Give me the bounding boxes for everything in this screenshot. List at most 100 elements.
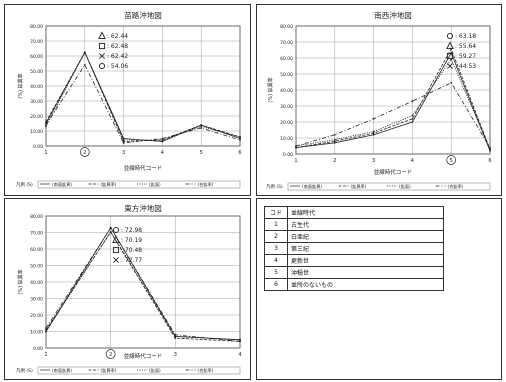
data-label: : 59.27 — [455, 53, 476, 60]
x-tick-label: 1 — [44, 150, 47, 156]
x-icon — [113, 257, 119, 263]
table-row: 5 沖積世 — [264, 266, 444, 279]
data-label: : 72.77 — [121, 257, 142, 264]
chart-panel-2 — [256, 4, 502, 196]
data-point — [174, 333, 177, 336]
legend-label: 凡例 (S) — [266, 183, 283, 190]
code-cell: 6 — [264, 278, 288, 291]
table-row: 2 白亜紀 — [264, 230, 444, 243]
data-point — [333, 133, 336, 136]
x-tick-label: 1 — [294, 158, 297, 164]
circle-icon — [98, 62, 106, 70]
legend-box — [37, 366, 241, 375]
data-point — [122, 139, 125, 141]
data-point — [333, 140, 336, 143]
y-axis-label: (%) 鉱異率 — [17, 269, 24, 294]
data-label: : 70.19 — [121, 237, 142, 244]
data-label: : 44.53 — [455, 63, 476, 70]
y-tick-label: 70.00 — [30, 231, 43, 237]
y-tick-label: 10.00 — [30, 330, 43, 336]
legend-item: (南面鉱異) — [52, 181, 72, 188]
y-tick-label: 20.00 — [30, 114, 43, 120]
data-label: : 63.18 — [455, 33, 476, 40]
legend-item: (合鉱率) — [448, 183, 464, 190]
series-line — [45, 227, 241, 342]
data-point — [122, 140, 125, 143]
legend-item: (南面鉱異) — [302, 183, 322, 190]
x-axis-label: 並線時代コード — [124, 164, 163, 172]
y-tick-label: 80.00 — [30, 24, 43, 30]
series-line — [45, 231, 241, 342]
legend-item: (鉱異率) — [351, 183, 367, 190]
legend-box — [37, 180, 241, 189]
data-point — [200, 127, 203, 129]
era-cell: 並所のないもの — [287, 278, 444, 291]
data-point — [174, 335, 177, 338]
code-header-code: コド — [264, 206, 288, 219]
x-tick-label: 3 — [372, 158, 375, 164]
data-point — [450, 81, 453, 84]
y-tick-label: 10.00 — [30, 129, 43, 135]
x-axis-label: 並線時代コード — [124, 352, 163, 360]
x-tick-label: 2 — [333, 158, 336, 164]
data-point — [122, 142, 125, 144]
data-point — [45, 121, 47, 123]
data-label: : 54.06 — [107, 63, 128, 70]
chart-1: 苗路沖地図 0.00 10.00 20.00 30.00 40.00 50.00 60.00 7… — [16, 10, 242, 189]
series-line — [45, 230, 241, 341]
y-tick-label: 30.00 — [30, 297, 43, 303]
x-tick-label: 2 — [83, 150, 86, 156]
series-line — [45, 51, 241, 142]
series-line — [45, 64, 241, 144]
data-point — [45, 125, 47, 128]
legend-item: (鉱面) — [149, 181, 161, 188]
x-tick-label: 5 — [450, 158, 453, 164]
data-point — [489, 146, 491, 149]
circled-x-tick — [105, 349, 116, 359]
circle-icon — [446, 32, 454, 40]
data-label: : 55.64 — [455, 43, 476, 50]
x-tick-label: 4 — [161, 150, 164, 156]
data-point — [109, 227, 112, 229]
square-icon — [98, 42, 106, 50]
code-cell: 4 — [264, 254, 288, 267]
series-line — [295, 48, 491, 150]
data-point — [239, 338, 241, 341]
y-tick-label: 0.00 — [283, 152, 293, 158]
legend-item: (合鉱率) — [198, 367, 214, 374]
legend-label: 凡例 (S) — [16, 181, 33, 188]
era-cell: 白亜紀 — [287, 230, 444, 243]
x-tick-label: 1 — [44, 352, 47, 358]
data-point — [200, 124, 203, 126]
y-tick-label: 20.00 — [280, 120, 293, 126]
y-tick-label: 40.00 — [30, 84, 43, 90]
chart-title: 東方沖地図 — [124, 203, 162, 213]
y-tick-label: 50.00 — [30, 264, 43, 270]
chart-panel-3 — [4, 198, 251, 380]
data-label: : 72.98 — [121, 227, 142, 234]
chart-panel-1 — [4, 4, 251, 196]
data-point — [161, 140, 164, 143]
data-point — [45, 327, 47, 330]
code-cell: 2 — [264, 230, 288, 243]
data-point — [200, 125, 203, 128]
series-line — [295, 82, 491, 148]
data-point — [174, 337, 177, 339]
legend-item: (鉱面) — [149, 367, 161, 374]
y-tick-label: 50.00 — [280, 72, 293, 78]
legend-box — [287, 182, 491, 191]
x-axis-label: 並線時代コード — [374, 168, 413, 176]
data-label: : 62.42 — [107, 53, 128, 60]
data-point — [83, 51, 86, 54]
table-row: 3 第三紀 — [264, 242, 444, 255]
data-point — [372, 132, 375, 135]
y-tick-label: 80.00 — [280, 24, 293, 30]
data-point — [239, 137, 241, 140]
data-point — [295, 146, 297, 149]
x-icon — [447, 63, 453, 69]
code-cell: 3 — [264, 242, 288, 255]
data-point — [411, 121, 414, 123]
x-tick-label: 4 — [411, 158, 414, 164]
x-tick-label: 5 — [200, 150, 203, 156]
y-tick-label: 30.00 — [30, 99, 43, 105]
